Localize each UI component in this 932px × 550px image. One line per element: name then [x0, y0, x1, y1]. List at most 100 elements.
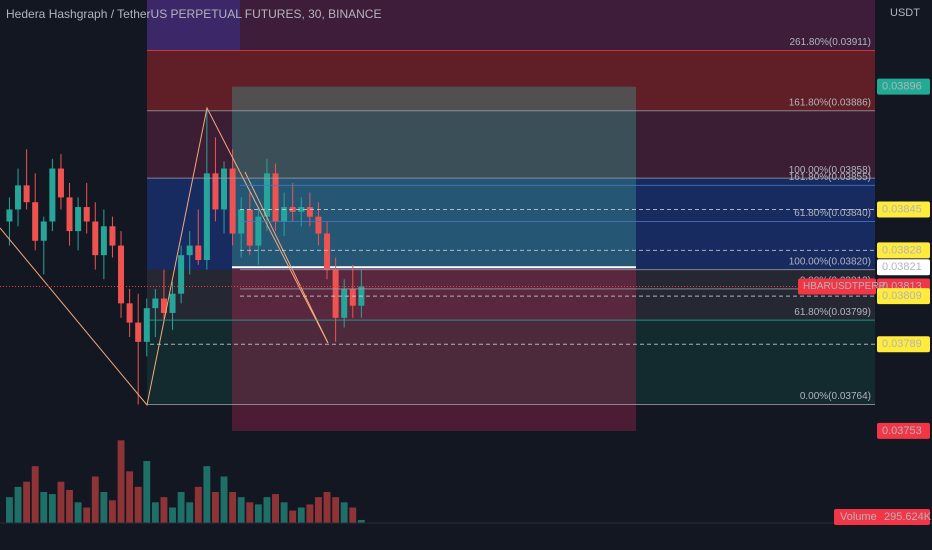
volume-bar [23, 481, 31, 523]
drawing-band [147, 50, 875, 111]
price-label-box [877, 336, 930, 353]
volume-bar [323, 492, 331, 523]
candle-body [349, 288, 356, 306]
candle-body [152, 298, 159, 309]
fib-label: 0.00%(0.03764) [800, 391, 871, 402]
symbol-label: HBARUSDTPERP [803, 281, 886, 292]
price-label: 0.03821 [882, 261, 922, 273]
price-label-box [877, 422, 930, 439]
volume-value: 295.624K [884, 511, 932, 523]
candle-body [40, 221, 47, 241]
candle-body [221, 168, 228, 210]
fib-label: 61.80%(0.03840) [794, 208, 871, 219]
candle-body [143, 308, 150, 342]
candle-body [255, 216, 262, 246]
price-label: 0.03828 [882, 244, 922, 256]
volume-pane [6, 440, 365, 523]
volume-bar [237, 497, 245, 523]
candle-body [298, 207, 305, 212]
fib-label: 161.80%(0.03886) [789, 97, 871, 108]
volume-bar [186, 502, 194, 523]
price-label: 0.03896 [882, 81, 922, 93]
drawing-band [147, 110, 875, 179]
candle-body [195, 245, 202, 260]
candle-body [272, 173, 279, 222]
candle-body [100, 226, 107, 256]
zigzag [0, 106, 329, 407]
candle-body [75, 207, 82, 232]
volume-bar [31, 466, 39, 523]
chart-title: Hedera Hashgraph / TetherUS PERPETUAL FU… [6, 7, 381, 21]
volume-bar [160, 497, 168, 523]
volume-bar [117, 440, 125, 523]
volume-bar [306, 504, 314, 523]
volume-bar [91, 476, 99, 523]
candle-body [118, 245, 125, 304]
drawing-band [232, 86, 636, 268]
drawings-back [147, 0, 875, 431]
candle-body [263, 173, 270, 217]
candle-body [57, 168, 64, 198]
volume-bar [143, 461, 151, 523]
candle-body [32, 202, 39, 241]
candle-body [126, 303, 133, 323]
candle-body [186, 245, 193, 256]
price-label: 0.03789 [882, 338, 922, 350]
volume-bar [229, 492, 237, 523]
volume-bar [151, 502, 159, 523]
volume-bar [340, 502, 348, 523]
candle-body [178, 255, 185, 294]
price-label: 0.03845 [882, 203, 922, 215]
volume-bar [332, 497, 340, 523]
volume-bar [74, 502, 82, 523]
drawing-band [147, 269, 875, 321]
candle-body [306, 207, 313, 217]
symbol-box [798, 278, 876, 295]
candle-body [246, 209, 253, 246]
drawing-band [232, 267, 636, 431]
volume-bar [177, 492, 185, 523]
drawing-band [147, 320, 875, 405]
candle-body [66, 197, 73, 232]
candle-body [281, 207, 288, 222]
drawing-band [240, 0, 875, 51]
candle-body [6, 209, 13, 222]
volume-bar [280, 502, 288, 523]
candle-body [212, 173, 219, 210]
candle-body [341, 288, 348, 318]
price-label-box [877, 242, 930, 259]
candle-body [135, 322, 142, 342]
candle-body [229, 168, 236, 234]
volume-bar [272, 494, 279, 523]
zigzag [244, 171, 329, 344]
price-label-box [877, 78, 930, 95]
volume-bar [6, 497, 13, 523]
volume-bar [289, 510, 297, 523]
candle-body [324, 233, 331, 270]
volume-bar [109, 500, 116, 523]
volume-bar [83, 507, 91, 523]
unit-label: USDT [890, 7, 920, 19]
volume-bar [126, 471, 134, 523]
candle-body [23, 185, 30, 203]
candle-body [109, 226, 116, 246]
volume-bar [40, 492, 48, 523]
price-label-box [877, 201, 930, 218]
volume-bar [220, 476, 228, 523]
fib-label: 100.00%(0.03858) [789, 165, 871, 176]
candle-body [49, 168, 56, 222]
fib-label: 100.00%(0.03820) [789, 256, 871, 267]
candle-body [160, 298, 167, 313]
price-label-box [877, 288, 930, 305]
volume-bar [48, 494, 56, 523]
volume-bar [349, 507, 357, 523]
volume-bar [357, 519, 365, 523]
volume-bar [66, 489, 73, 523]
candle-body [315, 216, 322, 234]
volume-bar [315, 497, 322, 523]
volume-name: Volume [840, 511, 877, 523]
candle-body [83, 207, 90, 222]
price-label: 0.03753 [882, 425, 922, 437]
